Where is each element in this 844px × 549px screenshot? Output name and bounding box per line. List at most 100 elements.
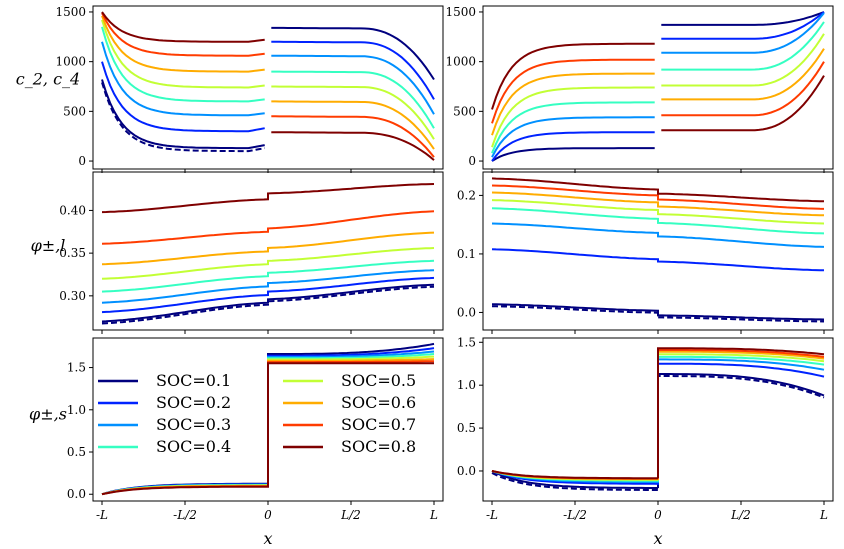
series-soc-0-8-line — [491, 177, 825, 203]
series-soc-0-2-anode-line — [491, 131, 655, 162]
series-soc-0-2-line — [491, 248, 825, 272]
y-tick-label: 1500 — [55, 5, 86, 19]
series-soc-0-1-dashed-line — [492, 305, 825, 323]
series-soc-0-5 — [101, 247, 435, 280]
series-soc-0-8-cathode-line — [271, 131, 435, 161]
series-soc-0-6 — [491, 191, 825, 217]
series-soc-0-4-anode-line — [101, 26, 265, 103]
series-soc-0-4-line — [101, 259, 435, 293]
series-soc-0-3-cathode-line — [271, 54, 435, 115]
series-soc-0-2-anode-line — [101, 61, 265, 133]
legend-item: SOC=0.4 — [98, 437, 231, 456]
series-soc-0-5 — [491, 199, 825, 225]
legend: SOC=0.1 SOC=0.2 SOC=0.3 SOC=0.4 SOC=0.5 SOC=0… — [98, 371, 416, 456]
series-soc-0-4 — [101, 259, 435, 293]
x-tick-label: 0 — [654, 508, 662, 522]
series-soc-0-2 — [101, 40, 435, 133]
series-soc-0-2-line — [101, 276, 435, 314]
series-soc-0-7 — [491, 184, 825, 210]
y-tick-label: 500 — [453, 104, 476, 118]
series-soc-0-3 — [491, 222, 825, 248]
x-tick-label: 0 — [264, 508, 272, 522]
series-soc-0-1-cathode-line — [661, 11, 825, 26]
axes-frame — [92, 5, 444, 170]
series-soc-0-3-anode-line — [491, 116, 655, 158]
panel-c-right: 0 500 1000 1500 — [445, 5, 834, 173]
y-tick-label: 1.5 — [457, 335, 476, 349]
series-soc-0-7-cathode-line — [271, 115, 435, 158]
series-soc-0-8 — [101, 183, 435, 214]
y-tick-label: 1.5 — [67, 361, 86, 375]
series-soc-0-6 — [491, 48, 825, 136]
series-soc-0-8 — [101, 362, 434, 496]
series-soc-0-5 — [101, 19, 435, 140]
series-soc-0-8 — [101, 11, 435, 161]
series-soc-0-4 — [101, 26, 435, 129]
legend-item: SOC=0.2 — [98, 393, 231, 412]
legend-label: SOC=0.1 — [156, 371, 231, 390]
series-soc-0-1 — [492, 303, 825, 323]
series-soc-0-3-line — [491, 222, 825, 248]
series-soc-0-4 — [491, 21, 825, 154]
x-axis-label: x — [653, 529, 662, 548]
legend-item: SOC=0.3 — [98, 415, 231, 434]
x-tick-label: L — [819, 508, 828, 522]
series-soc-0-4 — [491, 207, 825, 235]
y-tick-label: 0.35 — [59, 246, 86, 260]
legend-item: SOC=0.6 — [283, 393, 416, 412]
series-soc-0-8 — [491, 42, 825, 132]
y-tick-label: 1500 — [445, 5, 476, 19]
series-soc-0-7-line — [491, 184, 825, 210]
panel-phis-left: 0.0 0.5 1.0 1.5 -L -L/2 0 L/2 Lφ±,s — [29, 337, 444, 522]
series-soc-0-5-cathode-line — [271, 85, 435, 140]
y-tick-label: 0.2 — [457, 188, 476, 202]
series-soc-0-4-anode-line — [491, 101, 655, 154]
series-soc-0-8-anode-line — [101, 11, 265, 43]
series-soc-0-1-dashed-line — [101, 285, 435, 325]
series-soc-0-2-cathode-line — [661, 11, 825, 40]
series-soc-0-4-line — [491, 207, 825, 235]
series-soc-0-6-cathode-line — [661, 48, 825, 101]
y-axis-label: φ±,s — [29, 405, 67, 424]
series-soc-0-1-anode-dashed-line — [101, 82, 265, 153]
series-soc-0-3-line — [101, 269, 435, 304]
series-soc-0-6-anode-line — [491, 72, 655, 136]
series-soc-0-5 — [491, 33, 825, 148]
x-tick-label: -L — [96, 508, 108, 522]
series-soc-0-6 — [101, 231, 435, 266]
series-soc-0-7-anode-line — [491, 58, 655, 124]
legend-item: SOC=0.7 — [283, 415, 416, 434]
series-soc-0-8-line — [491, 347, 825, 480]
series-soc-0-3 — [101, 269, 435, 304]
x-axis-label: x — [263, 529, 272, 548]
y-axis-label: φ±,l — [31, 236, 66, 255]
x-tick-label: -L/2 — [563, 508, 587, 522]
series-soc-0-6-anode-line — [101, 15, 265, 73]
y-tick-label: 1.0 — [457, 378, 476, 392]
series-soc-0-7-line — [101, 210, 435, 245]
series-soc-0-2-cathode-line — [271, 40, 435, 100]
x-tick-label: -L — [486, 508, 498, 522]
series-soc-0-1-cathode-line — [271, 26, 435, 81]
series-soc-0-8-cathode-line — [661, 75, 825, 132]
y-tick-label: 0.1 — [457, 247, 476, 261]
legend-item: SOC=0.1 — [98, 371, 231, 390]
series-soc-0-8-line — [101, 362, 434, 496]
legend-item: SOC=0.8 — [283, 437, 416, 456]
series-soc-0-4-cathode-line — [661, 21, 825, 71]
x-tick-label: L/2 — [340, 508, 361, 522]
series-soc-0-1-anode-line — [101, 79, 265, 150]
series-soc-0-7-anode-line — [101, 12, 265, 57]
series-soc-0-3 — [101, 41, 435, 117]
y-tick-label: 0.40 — [59, 203, 86, 217]
series-soc-0-4-cathode-line — [271, 70, 435, 129]
y-tick-label: 1000 — [55, 55, 86, 69]
series-soc-0-7 — [101, 12, 435, 158]
series-soc-0-1 — [101, 283, 435, 325]
panel-phil-left: 0.30 0.35 0.40 φ±,l — [31, 171, 444, 334]
series-soc-0-5-line — [491, 199, 825, 225]
legend-label: SOC=0.8 — [341, 437, 416, 456]
y-tick-label: 1000 — [445, 55, 476, 69]
series-soc-0-8-line — [101, 183, 435, 214]
